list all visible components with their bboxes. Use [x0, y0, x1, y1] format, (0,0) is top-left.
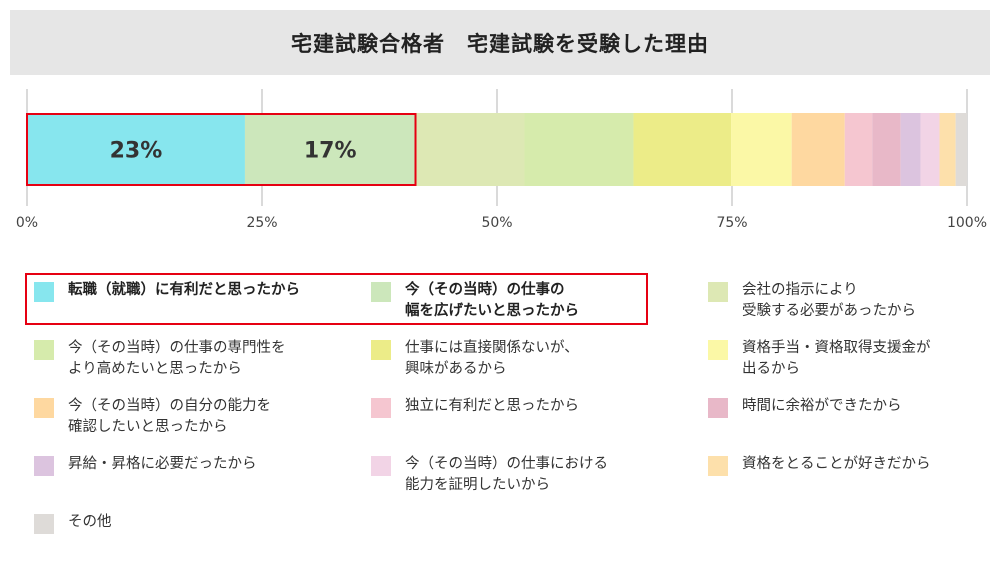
- chart-area: 23% 17% 0% 25% 50% 75% 100%: [0, 80, 1000, 240]
- bar-segment-3: [524, 113, 634, 186]
- legend-swatch: [34, 282, 54, 302]
- legend-item: 資格をとることが好きだから: [708, 454, 974, 496]
- legend-swatch: [371, 340, 391, 360]
- chart-legend: 転職（就職）に有利だと思ったから 今（その当時）の仕事の 幅を広げたいと思ったから…: [34, 280, 974, 554]
- title-bar: 宅建試験合格者 宅建試験を受験した理由: [10, 10, 990, 75]
- legend-swatch: [708, 456, 728, 476]
- legend-item: 今（その当時）の仕事における 能力を証明したいから: [371, 454, 708, 496]
- bar-segment-9: [900, 113, 921, 186]
- legend-swatch: [371, 398, 391, 418]
- x-tick-label-4: 100%: [947, 215, 987, 231]
- legend-swatch: [371, 456, 391, 476]
- bar-segment-4: [633, 113, 732, 186]
- legend-swatch: [34, 340, 54, 360]
- x-tick-label-3: 75%: [716, 215, 747, 231]
- data-label-0: 23%: [110, 139, 163, 164]
- legend-label: 仕事には直接関係ないが、 興味があるから: [405, 340, 579, 377]
- legend-swatch: [371, 282, 391, 302]
- x-tick-label-1: 25%: [246, 215, 277, 231]
- legend-item: 独立に有利だと思ったから: [371, 396, 708, 438]
- bar-segment-10: [920, 113, 940, 186]
- bar-segment-8: [872, 113, 901, 186]
- legend-item: 資格手当・資格取得支援金が 出るから: [708, 338, 974, 380]
- bar-segment-2: [415, 113, 525, 186]
- legend-label: 今（その当時）の仕事における 能力を証明したいから: [405, 456, 608, 493]
- legend-swatch: [708, 282, 728, 302]
- legend-item: 今（その当時）の仕事の専門性を より高めたいと思ったから: [34, 338, 371, 380]
- data-label-1: 17%: [304, 139, 357, 164]
- bar-highlight-box: [26, 113, 417, 186]
- legend-item: 時間に余裕ができたから: [708, 396, 974, 438]
- legend-item: 今（その当時）の仕事の 幅を広げたいと思ったから: [371, 280, 708, 322]
- legend-label: 昇給・昇格に必要だったから: [68, 456, 257, 472]
- legend-item: 昇給・昇格に必要だったから: [34, 454, 371, 496]
- legend-item: 会社の指示により 受験する必要があったから: [708, 280, 974, 322]
- x-tick-label-2: 50%: [481, 215, 512, 231]
- bar-segment-11: [939, 113, 956, 186]
- legend-label: その他: [68, 514, 112, 530]
- legend-label: 資格手当・資格取得支援金が 出るから: [742, 340, 931, 377]
- legend-label: 資格をとることが好きだから: [742, 456, 931, 472]
- legend-label: 独立に有利だと思ったから: [405, 398, 579, 414]
- legend-swatch: [34, 514, 54, 534]
- legend-swatch: [34, 398, 54, 418]
- legend-item: 今（その当時）の自分の能力を 確認したいと思ったから: [34, 396, 371, 438]
- legend-item: 転職（就職）に有利だと思ったから: [34, 280, 371, 322]
- x-tick-label-0: 0%: [16, 215, 38, 231]
- legend-item: その他: [34, 512, 371, 554]
- legend-label: 今（その当時）の自分の能力を 確認したいと思ったから: [68, 398, 271, 435]
- legend-label: 時間に余裕ができたから: [742, 398, 902, 414]
- bar-segment-7: [844, 113, 873, 186]
- bar-segment-1: [244, 113, 416, 186]
- legend-label: 会社の指示により 受験する必要があったから: [742, 282, 916, 319]
- legend-item: 仕事には直接関係ないが、 興味があるから: [371, 338, 708, 380]
- legend-label: 今（その当時）の仕事の専門性を より高めたいと思ったから: [68, 340, 286, 377]
- legend-swatch: [708, 398, 728, 418]
- legend-swatch: [708, 340, 728, 360]
- bar-segment-5: [731, 113, 792, 186]
- legend-label: 今（その当時）の仕事の 幅を広げたいと思ったから: [405, 282, 579, 319]
- legend-label: 転職（就職）に有利だと思ったから: [68, 282, 300, 298]
- chart-title: 宅建試験合格者 宅建試験を受験した理由: [291, 31, 709, 56]
- legend-highlight-box: [25, 273, 648, 325]
- bar-segment-12: [955, 113, 967, 186]
- bar-segment-0: [27, 113, 245, 186]
- bar-segment-6: [791, 113, 845, 186]
- stacked-bar-chart: 23% 17% 0% 25% 50% 75% 100%: [16, 89, 987, 231]
- legend-swatch: [34, 456, 54, 476]
